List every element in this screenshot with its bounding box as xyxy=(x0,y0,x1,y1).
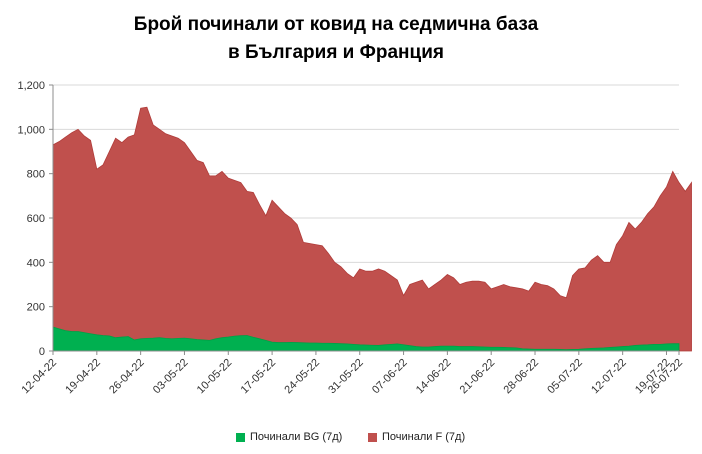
x-tick-label-8: 07-06-22 xyxy=(370,357,410,397)
x-tick-label-6: 24-05-22 xyxy=(282,357,322,397)
x-tick-labels: 12-04-22 19-04-22 26-04-22 03-05-22 10-05-22… xyxy=(19,357,685,397)
legend-swatch-fr xyxy=(368,432,377,442)
x-tick-label-9: 14-06-22 xyxy=(414,357,454,397)
x-tick-label-3: 03-05-22 xyxy=(151,357,191,397)
y-tick-label-0: 0 xyxy=(39,346,45,358)
y-tick-label-1: 200 xyxy=(27,302,45,314)
chart-title: Брой починали от ковид на седмична база xyxy=(133,14,539,35)
y-tick-label-5: 1,000 xyxy=(17,124,45,136)
legend-label-bg: Починали BG (7д) xyxy=(250,431,343,443)
axes xyxy=(49,84,680,355)
x-tick-label-0: 12-04-22 xyxy=(19,357,59,397)
y-tick-labels: 0 200 400 600 800 1,000 1,200 xyxy=(17,80,45,358)
y-tick-label-2: 400 xyxy=(27,257,45,269)
legend-item-fr: Починали F (7д) xyxy=(368,431,465,443)
x-tick-label-11: 28-06-22 xyxy=(502,357,542,397)
x-tick-label-2: 26-04-22 xyxy=(107,357,147,397)
x-tick-label-1: 19-04-22 xyxy=(63,357,103,397)
y-tick-label-3: 600 xyxy=(27,213,45,225)
x-tick-label-10: 21-06-22 xyxy=(458,357,498,397)
legend-item-bg: Починали BG (7д) xyxy=(236,431,342,443)
x-tick-label-5: 17-05-22 xyxy=(239,357,279,397)
area-series-fr xyxy=(52,106,692,352)
y-tick-label-4: 800 xyxy=(27,169,45,181)
x-tick-label-7: 31-05-22 xyxy=(326,357,366,397)
x-tick-label-4: 10-05-22 xyxy=(195,357,235,397)
x-tick-label-12: 05-07-22 xyxy=(545,357,585,397)
legend-swatch-bg xyxy=(236,432,245,442)
y-tick-label-6: 1,200 xyxy=(17,80,45,92)
legend-label-fr: Починали F (7д) xyxy=(382,431,466,443)
series-areas xyxy=(52,106,692,352)
area-series-bg xyxy=(52,326,680,352)
chart-subtitle: в България и Франция xyxy=(228,42,444,63)
legend: Починали BG (7д) Починали F (7д) xyxy=(0,431,702,447)
x-tick-label-13: 12-07-22 xyxy=(589,357,629,397)
